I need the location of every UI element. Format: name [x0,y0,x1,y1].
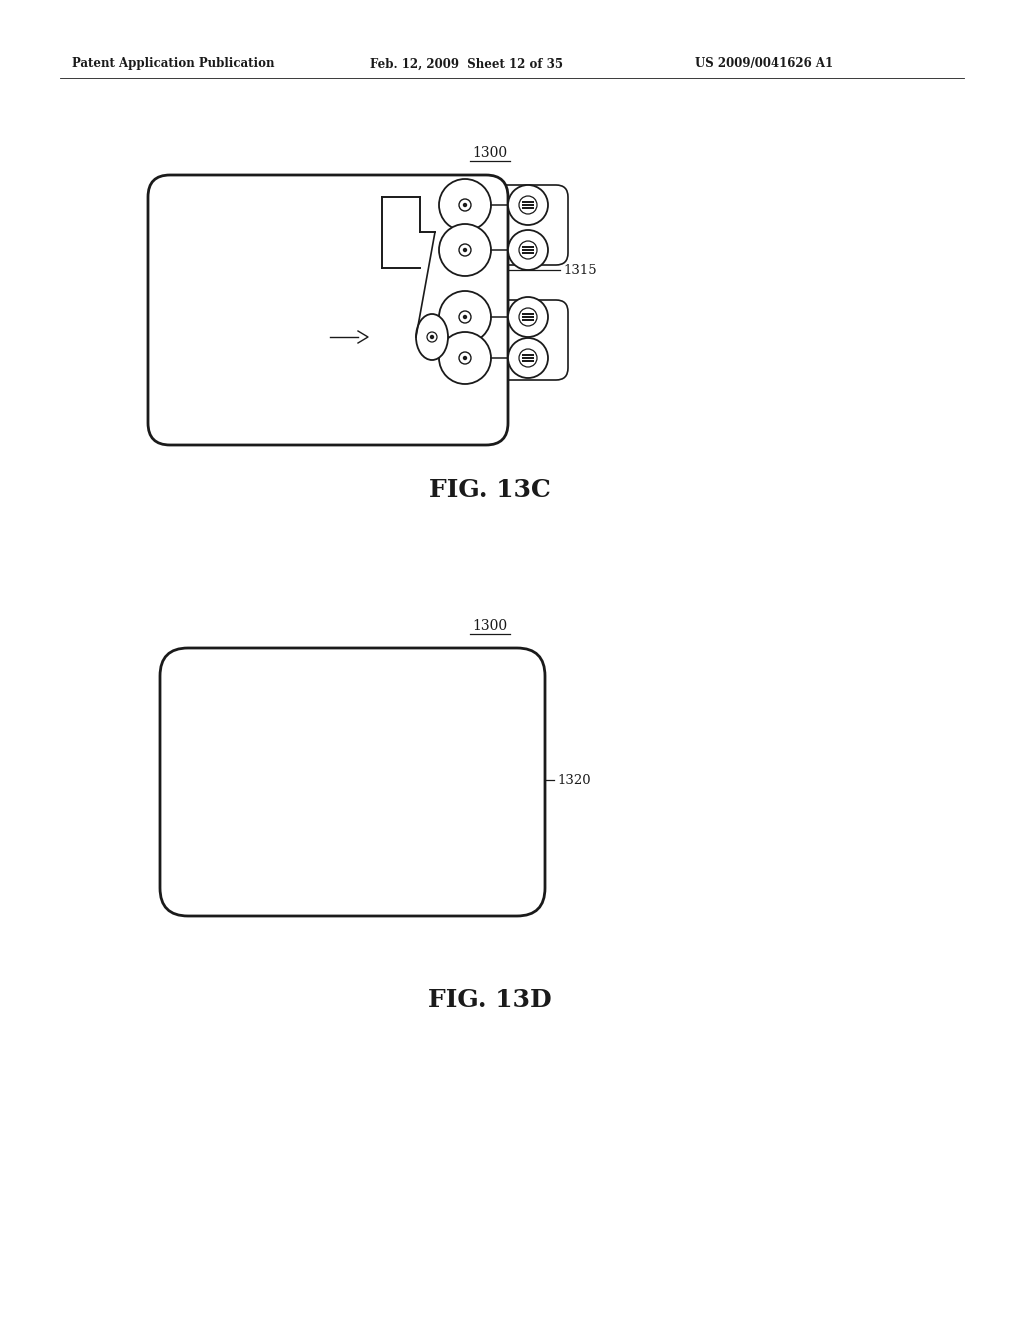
Circle shape [508,230,548,271]
Bar [522,207,534,209]
Bar [522,315,534,318]
Ellipse shape [416,314,449,360]
Text: Patent Application Publication: Patent Application Publication [72,58,274,70]
Circle shape [508,338,548,378]
Text: 1315: 1315 [563,264,597,276]
Circle shape [430,335,433,338]
Circle shape [519,195,537,214]
Bar [522,360,534,362]
Text: 1300: 1300 [472,147,508,160]
Circle shape [464,356,467,359]
Circle shape [508,185,548,224]
Bar [522,205,534,206]
Text: FIG. 13D: FIG. 13D [428,987,552,1012]
Circle shape [459,352,471,364]
Circle shape [464,248,467,252]
Circle shape [439,180,490,231]
Circle shape [519,348,537,367]
Circle shape [508,297,548,337]
FancyBboxPatch shape [148,176,508,445]
Text: 1300: 1300 [472,619,508,634]
Circle shape [439,333,490,384]
Circle shape [464,315,467,318]
Bar [522,246,534,248]
Circle shape [459,312,471,323]
Circle shape [459,199,471,211]
Text: US 2009/0041626 A1: US 2009/0041626 A1 [695,58,834,70]
Bar [522,313,534,315]
FancyBboxPatch shape [160,648,545,916]
Circle shape [464,203,467,206]
Bar [522,252,534,253]
FancyBboxPatch shape [436,300,568,380]
Circle shape [439,224,490,276]
Bar [522,201,534,203]
Text: Feb. 12, 2009  Sheet 12 of 35: Feb. 12, 2009 Sheet 12 of 35 [370,58,563,70]
Circle shape [459,244,471,256]
Text: 1320: 1320 [557,774,591,787]
Bar [522,249,534,251]
Circle shape [519,308,537,326]
Text: FIG. 13C: FIG. 13C [429,478,551,502]
Bar [522,319,534,321]
FancyBboxPatch shape [436,185,568,265]
Bar [522,356,534,359]
Bar [522,354,534,356]
Circle shape [427,333,437,342]
Circle shape [519,242,537,259]
Circle shape [439,290,490,343]
